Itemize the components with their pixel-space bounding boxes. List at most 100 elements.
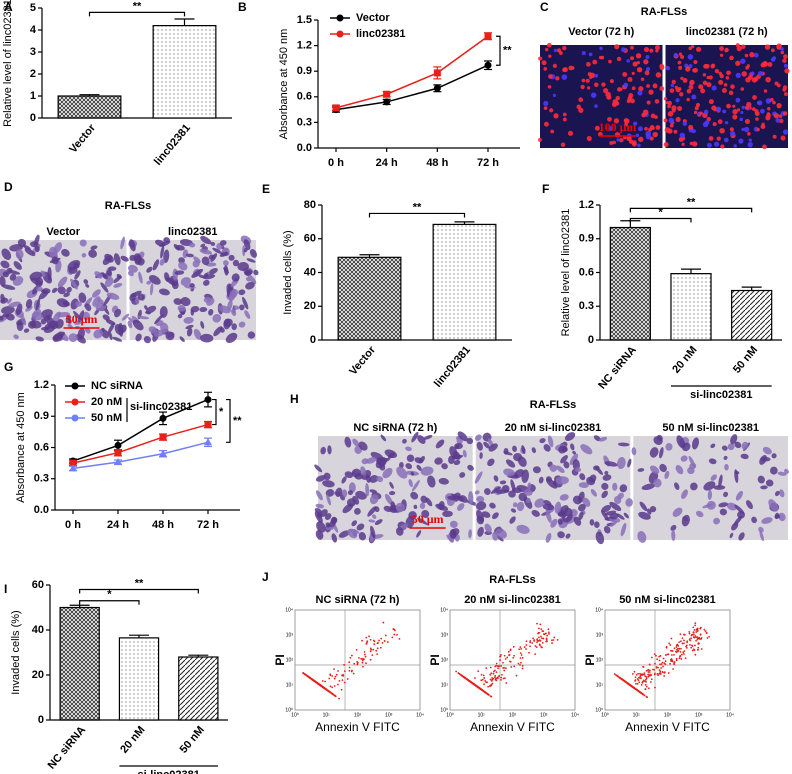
event	[503, 666, 505, 669]
nucleus	[543, 106, 548, 111]
significance-bracket	[629, 217, 692, 223]
event	[323, 686, 325, 689]
y-tick-label: 1.5	[297, 14, 312, 26]
cell	[51, 287, 58, 293]
nucleus	[586, 62, 591, 67]
cell	[564, 432, 576, 442]
event	[356, 662, 359, 664]
cell	[249, 248, 257, 258]
event	[499, 659, 501, 661]
cell	[531, 447, 537, 454]
nucleus	[585, 78, 590, 83]
event	[541, 630, 544, 632]
cell	[738, 532, 745, 541]
event	[519, 646, 522, 649]
x-tick-label: 24 h	[107, 519, 129, 531]
event	[706, 637, 709, 639]
event	[647, 669, 649, 672]
event	[490, 695, 493, 698]
event	[348, 669, 351, 672]
marker	[332, 104, 340, 112]
cell	[358, 441, 368, 451]
event	[480, 673, 483, 676]
cell	[81, 253, 87, 258]
bar	[609, 226, 651, 341]
cell	[495, 489, 510, 494]
nucleus	[671, 79, 676, 85]
significance-label: *	[659, 206, 664, 218]
nucleus	[655, 125, 661, 130]
cell	[77, 327, 85, 340]
y-tick-label: 0.9	[579, 233, 594, 245]
event	[643, 694, 646, 697]
cell	[649, 447, 659, 458]
cell	[127, 264, 138, 273]
cell	[165, 331, 175, 341]
x-tick-label: linc02381	[152, 122, 193, 168]
image-caption: linc02381 (72 h)	[686, 26, 768, 38]
cell	[68, 333, 78, 343]
event	[645, 676, 648, 678]
event	[490, 672, 493, 675]
cell	[183, 316, 194, 324]
event	[650, 678, 653, 681]
event	[529, 641, 532, 644]
x-tick-label: 10⁰	[601, 712, 609, 718]
y-axis-label: Relative level of linc02381	[2, 0, 14, 127]
nucleus	[685, 66, 691, 72]
y-tick-label: 1.2	[297, 40, 312, 52]
nucleus	[669, 123, 674, 128]
event	[657, 666, 659, 669]
cell	[335, 487, 343, 498]
event	[639, 672, 641, 675]
image-caption: 20 nM si-linc02381	[505, 422, 602, 434]
cell	[133, 253, 142, 264]
nucleus	[711, 85, 717, 91]
event	[364, 655, 367, 658]
event	[500, 653, 502, 656]
marker	[159, 414, 167, 422]
cell	[369, 475, 379, 483]
event	[659, 654, 662, 657]
event	[643, 673, 646, 676]
significance-bracket	[79, 588, 199, 594]
nucleus	[741, 71, 747, 77]
cell	[550, 518, 558, 528]
event	[705, 631, 708, 634]
nucleus	[643, 47, 650, 53]
x-tick-label: 0 h	[328, 157, 344, 169]
series-line	[335, 64, 489, 111]
nucleus	[764, 44, 771, 50]
cell	[417, 435, 426, 444]
cell	[561, 509, 566, 523]
cell	[92, 289, 101, 298]
event	[699, 638, 701, 640]
y-axis-label: PI	[583, 654, 597, 665]
event	[533, 640, 536, 642]
cell	[734, 504, 745, 515]
x-tick-label: 72 h	[197, 519, 219, 531]
cell	[395, 502, 405, 513]
x-tick-label: 20 nM	[118, 724, 147, 756]
cell	[100, 282, 109, 293]
event	[676, 648, 678, 651]
nucleus	[772, 134, 777, 139]
cell	[372, 514, 377, 519]
event	[627, 682, 629, 685]
nucleus	[549, 108, 554, 113]
marker	[159, 433, 167, 441]
cell	[47, 266, 52, 281]
bar	[670, 273, 712, 341]
y-tick-label: 1.2	[34, 379, 49, 391]
nucleus	[667, 100, 673, 106]
cell	[174, 270, 185, 275]
cell	[708, 458, 717, 465]
bar	[59, 606, 100, 721]
nucleus	[680, 76, 684, 81]
nucleus	[553, 113, 559, 119]
marker	[114, 449, 122, 457]
event	[510, 666, 513, 668]
event	[308, 676, 311, 679]
cell	[703, 481, 716, 491]
event	[521, 665, 524, 667]
